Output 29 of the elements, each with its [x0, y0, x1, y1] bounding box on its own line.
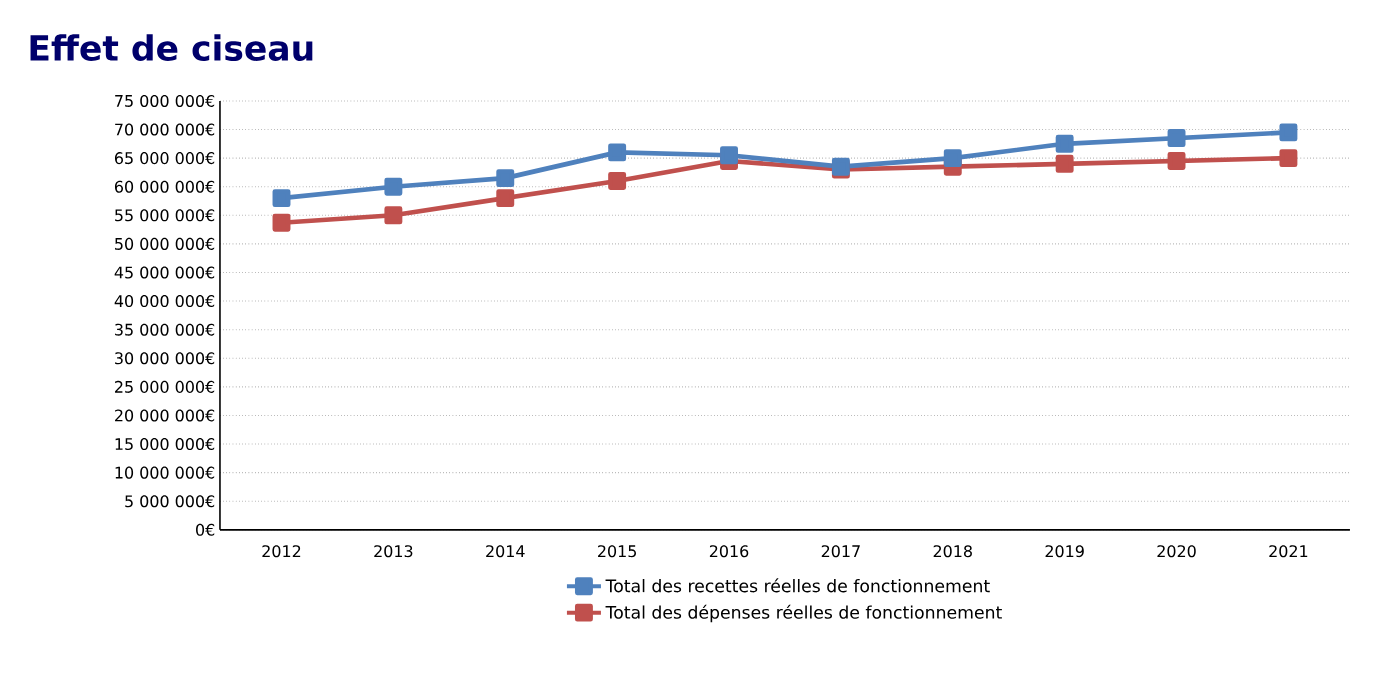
y-tick-label: 65 000 000€	[114, 152, 215, 165]
x-tick-label: 2017	[821, 545, 860, 558]
y-tick-label: 35 000 000€	[115, 323, 215, 336]
y-tick-label: 45 000 000€	[114, 266, 215, 279]
y-tick-label: 15 000 000€	[115, 438, 215, 451]
x-tick-label: 2018	[933, 545, 972, 558]
legend-label: Total des recettes réelles de fonctionnement	[605, 578, 990, 593]
y-tick-label: 20 000 000€	[115, 409, 215, 422]
x-tick-label: 2020	[1157, 545, 1196, 558]
y-tick-label: 5 000 000€	[125, 495, 215, 508]
x-tick-label: 2013	[374, 545, 413, 558]
y-tick-label: 70 000 000€	[115, 123, 215, 136]
y-tick-label: 40 000 000€	[114, 295, 215, 308]
y-tick-label: 50 000 000€	[115, 237, 215, 250]
y-tick-label: 60 000 000€	[114, 180, 215, 193]
y-tick-label: 0€	[196, 523, 215, 536]
x-tick-label: 2014	[486, 545, 525, 558]
y-tick-label: 25 000 000€	[115, 380, 215, 393]
y-tick-label: 30 000 000€	[115, 352, 215, 365]
x-tick-label: 2016	[709, 545, 749, 558]
y-tick-label: 10 000 000€	[115, 466, 215, 479]
x-tick-label: 2015	[598, 545, 637, 558]
legend-label: Total des dépenses réelles de fonctionnement	[605, 604, 1002, 623]
y-tick-label: 75 000 000€	[115, 94, 215, 107]
chart-title: Effet de ciseau	[30, 34, 313, 61]
y-tick-label: 55 000 000€	[115, 209, 215, 222]
x-tick-label: 2012	[262, 545, 301, 558]
x-tick-label: 2021	[1269, 545, 1308, 558]
x-tick-label: 2019	[1045, 545, 1084, 558]
